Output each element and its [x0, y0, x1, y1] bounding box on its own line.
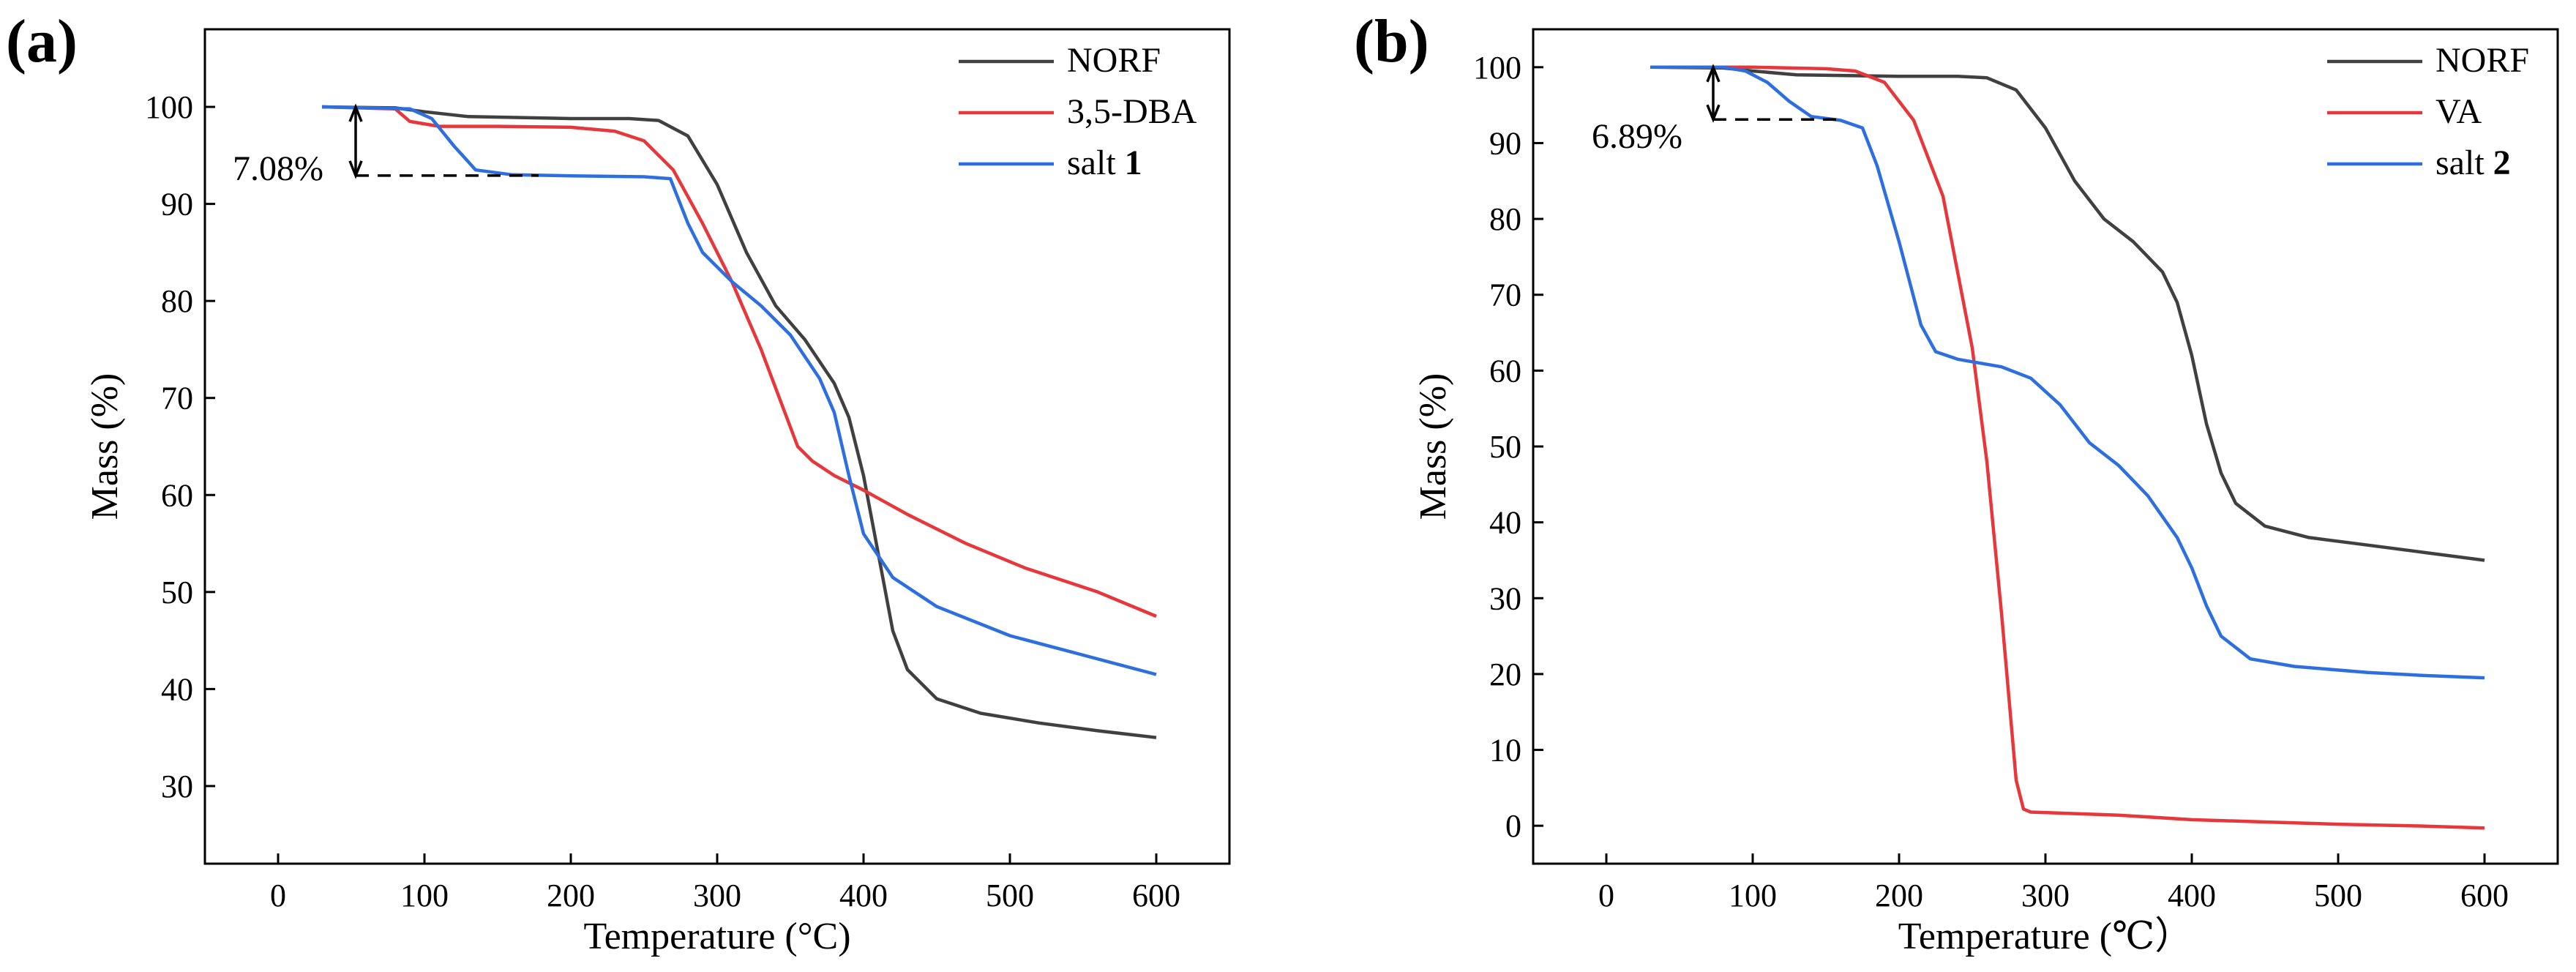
x-tick-label: 200 — [547, 878, 595, 913]
y-tick-label: 70 — [1489, 277, 1521, 313]
y-tick-label: 30 — [161, 769, 193, 804]
x-tick-label: 400 — [2168, 878, 2216, 913]
y-tick-label: 40 — [1489, 505, 1521, 541]
x-tick-label: 0 — [270, 878, 286, 913]
y-tick-label: 60 — [1489, 353, 1521, 389]
y-tick-label: 90 — [1489, 125, 1521, 161]
panel-b: 0 100 200 300 400 500 600 0 10 20 30 40 50 60 70 80 90 10… — [1354, 7, 2559, 957]
y-tick-label: 0 — [1505, 808, 1521, 844]
y-tick-label: 60 — [161, 477, 193, 513]
legend-entry-3: salt 2 — [2435, 143, 2511, 182]
x-tick-label: 600 — [1132, 878, 1180, 913]
legend-entry-name: NORF — [2435, 41, 2529, 80]
x-tick-label: 500 — [986, 878, 1034, 913]
annotation-arrowhead-top — [348, 103, 363, 122]
plot-frame — [1532, 28, 2559, 865]
legend-entry-name: NORF — [1067, 41, 1161, 80]
series-line-3 — [321, 105, 1157, 676]
y-tick-label: 80 — [1489, 201, 1521, 237]
y-tick-label: 70 — [161, 381, 193, 416]
x-tick-label: 100 — [400, 878, 449, 913]
panel-label: (b) — [1354, 7, 1429, 75]
series-line-2 — [1650, 65, 2485, 830]
annotation-arrowhead-top — [1706, 64, 1721, 83]
x-tick-label: 0 — [1598, 878, 1614, 913]
y-tick-label: 80 — [161, 283, 193, 319]
y-tick-label: 100 — [1473, 50, 1521, 86]
legend-entry-3: salt 1 — [1067, 143, 1142, 182]
series-line-3 — [1650, 65, 2485, 680]
legend-entry-name: salt — [1067, 143, 1125, 182]
y-axis-label: Mass (%) — [1412, 373, 1454, 520]
y-tick-label: 90 — [161, 187, 193, 223]
x-tick-label: 100 — [1729, 878, 1777, 913]
y-tick-label: 10 — [1489, 733, 1521, 769]
x-axis-label: Temperature (°C) — [583, 916, 850, 957]
annotation-mass-loss: 7.08% — [233, 149, 323, 188]
y-tick-label: 20 — [1489, 657, 1521, 692]
panel-label: (a) — [6, 7, 78, 75]
series-line-1 — [321, 105, 1157, 739]
y-tick-label: 30 — [1489, 580, 1521, 616]
legend-entry-number: 2 — [2493, 143, 2511, 182]
series-line-2 — [321, 105, 1157, 618]
panel-a: 0 100 200 300 400 500 600 30 40 50 60 70 80 90 100 Temp… — [6, 7, 1231, 957]
legend-entry-1: NORF — [1067, 41, 1161, 80]
x-tick-label: 500 — [2314, 878, 2362, 913]
y-tick-label: 50 — [161, 575, 193, 610]
y-tick-label: 40 — [161, 671, 193, 707]
x-axis-label: Temperature (℃） — [1898, 916, 2193, 957]
x-tick-label: 300 — [693, 878, 741, 913]
legend-entry-number: 1 — [1125, 143, 1142, 182]
annotation-mass-loss: 6.89% — [1592, 117, 1682, 156]
x-tick-label: 400 — [839, 878, 888, 913]
legend-entry-name: 3,5-DBA — [1067, 92, 1197, 131]
x-tick-label: 300 — [2021, 878, 2070, 913]
y-tick-label: 50 — [1489, 429, 1521, 465]
legend-entry-2: 3,5-DBA — [1067, 92, 1197, 131]
y-tick-label: 100 — [145, 89, 193, 125]
x-tick-label: 200 — [1875, 878, 1923, 913]
y-axis-label: Mass (%) — [84, 373, 126, 520]
legend-entry-name: VA — [2435, 92, 2482, 131]
legend-entry-1: NORF — [2435, 41, 2529, 80]
series-line-1 — [1650, 65, 2485, 562]
legend-entry-2: VA — [2435, 92, 2482, 131]
x-tick-label: 600 — [2460, 878, 2509, 913]
legend-entry-name: salt — [2435, 143, 2493, 182]
